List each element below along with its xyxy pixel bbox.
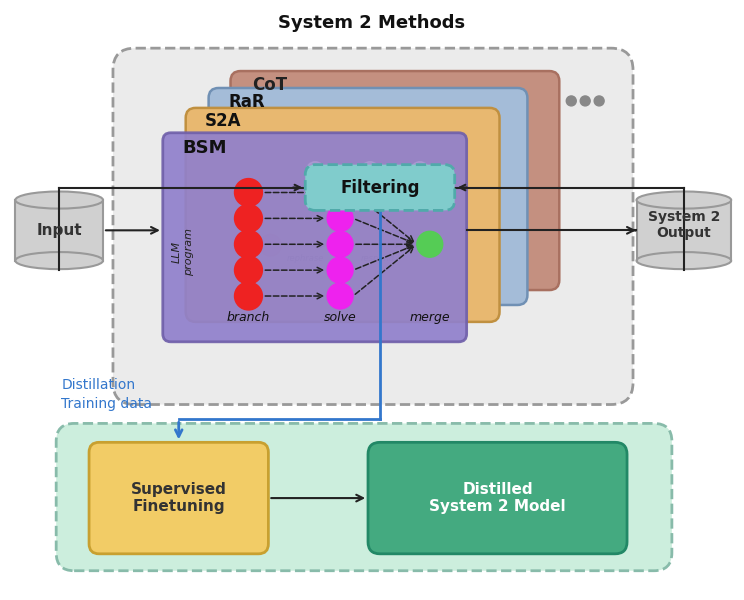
Text: respond: respond xyxy=(361,254,395,263)
Circle shape xyxy=(260,235,281,256)
Text: BSM: BSM xyxy=(183,139,227,157)
Text: CoT: CoT xyxy=(252,76,288,94)
Text: Supervised
Finetuning: Supervised Finetuning xyxy=(131,482,227,514)
Text: RaR: RaR xyxy=(228,93,265,111)
Circle shape xyxy=(327,257,353,283)
Text: S2A: S2A xyxy=(205,112,241,130)
Text: Input: Input xyxy=(36,223,82,238)
Circle shape xyxy=(307,161,324,179)
Circle shape xyxy=(329,235,351,256)
Circle shape xyxy=(234,205,263,232)
Text: Distillation
Training data: Distillation Training data xyxy=(61,379,153,411)
Text: re-write: re-write xyxy=(324,176,359,185)
Circle shape xyxy=(404,235,426,256)
FancyBboxPatch shape xyxy=(163,133,466,342)
Circle shape xyxy=(327,179,353,205)
FancyBboxPatch shape xyxy=(89,442,269,554)
Text: answer: answer xyxy=(382,176,414,185)
Ellipse shape xyxy=(16,252,103,269)
Circle shape xyxy=(566,96,577,106)
Text: Distilled
System 2 Model: Distilled System 2 Model xyxy=(429,482,566,514)
Ellipse shape xyxy=(637,252,731,269)
Circle shape xyxy=(417,232,443,257)
Bar xyxy=(637,200,731,260)
Circle shape xyxy=(580,96,590,106)
Circle shape xyxy=(411,161,429,179)
FancyBboxPatch shape xyxy=(368,442,627,554)
Circle shape xyxy=(449,220,469,240)
Text: merge: merge xyxy=(409,311,450,325)
Text: solve: solve xyxy=(324,311,356,325)
FancyBboxPatch shape xyxy=(208,88,527,305)
Text: System 2 Methods: System 2 Methods xyxy=(278,14,466,32)
Text: rephrase: rephrase xyxy=(286,254,324,263)
Circle shape xyxy=(361,161,379,179)
FancyBboxPatch shape xyxy=(231,71,559,290)
Text: branch: branch xyxy=(227,311,270,325)
Circle shape xyxy=(327,283,353,309)
Ellipse shape xyxy=(637,191,731,209)
FancyBboxPatch shape xyxy=(57,424,672,571)
Circle shape xyxy=(327,232,353,257)
Text: System 2
Output: System 2 Output xyxy=(647,210,720,241)
FancyBboxPatch shape xyxy=(186,108,499,322)
Circle shape xyxy=(234,282,263,310)
Circle shape xyxy=(327,205,353,232)
Circle shape xyxy=(234,256,263,284)
FancyBboxPatch shape xyxy=(113,48,633,404)
Circle shape xyxy=(234,179,263,206)
FancyBboxPatch shape xyxy=(305,164,455,211)
Bar xyxy=(16,200,103,260)
Circle shape xyxy=(594,96,604,106)
Circle shape xyxy=(234,230,263,258)
Text: Filtering: Filtering xyxy=(340,179,420,197)
Text: LLM
program: LLM program xyxy=(172,228,194,276)
Ellipse shape xyxy=(16,191,103,209)
